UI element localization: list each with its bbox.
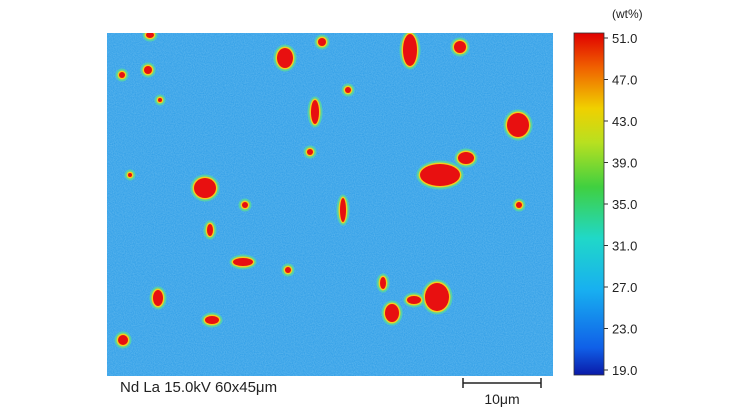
blob-core <box>340 198 346 222</box>
caption: Nd La 15.0kV 60x45μm <box>120 379 277 396</box>
blob-core <box>194 178 216 198</box>
colorbar-tick-label: 39.0 <box>612 156 637 171</box>
colorbar-tick-label: 19.0 <box>612 363 637 378</box>
colorbar-tick-label: 51.0 <box>612 31 637 46</box>
blob-core <box>158 98 162 102</box>
blob-core <box>307 149 313 155</box>
element-map <box>107 33 553 376</box>
colorbar-tick-label: 35.0 <box>612 197 637 212</box>
blob-core <box>146 33 154 38</box>
scale-bar <box>462 378 542 388</box>
blob-core <box>118 335 128 345</box>
blob-core <box>311 100 319 124</box>
blob-core <box>385 304 399 322</box>
blob-core <box>285 267 291 273</box>
colorbar-tick-label: 47.0 <box>612 73 637 88</box>
blob-core <box>277 48 293 68</box>
blob-core <box>119 72 125 78</box>
blob-core <box>153 290 163 306</box>
blob-core <box>233 258 253 266</box>
blob-core <box>318 38 326 46</box>
colorbar-tick-label: 43.0 <box>612 114 637 129</box>
blob-core <box>407 296 421 304</box>
colorbar-tick-label: 23.0 <box>612 322 637 337</box>
colorbar-tick-label: 31.0 <box>612 239 637 254</box>
blob-core <box>380 277 386 289</box>
blob-core <box>345 87 351 93</box>
colorbar-unit: (wt%) <box>612 7 643 21</box>
blob-core <box>205 316 219 324</box>
blob-core <box>507 113 529 137</box>
blob-core <box>207 224 213 236</box>
blob-core <box>458 152 474 164</box>
blob-core <box>242 202 248 208</box>
blob-core <box>516 202 522 208</box>
blob-core <box>420 164 460 186</box>
blob-core <box>128 173 132 177</box>
blob-core <box>403 34 417 66</box>
blob-core <box>425 283 449 311</box>
colorbar <box>573 32 605 376</box>
scale-bar-label: 10μm <box>484 391 519 407</box>
colorbar-tick-label: 27.0 <box>612 280 637 295</box>
blob-core <box>144 66 152 74</box>
blob-core <box>454 41 466 53</box>
